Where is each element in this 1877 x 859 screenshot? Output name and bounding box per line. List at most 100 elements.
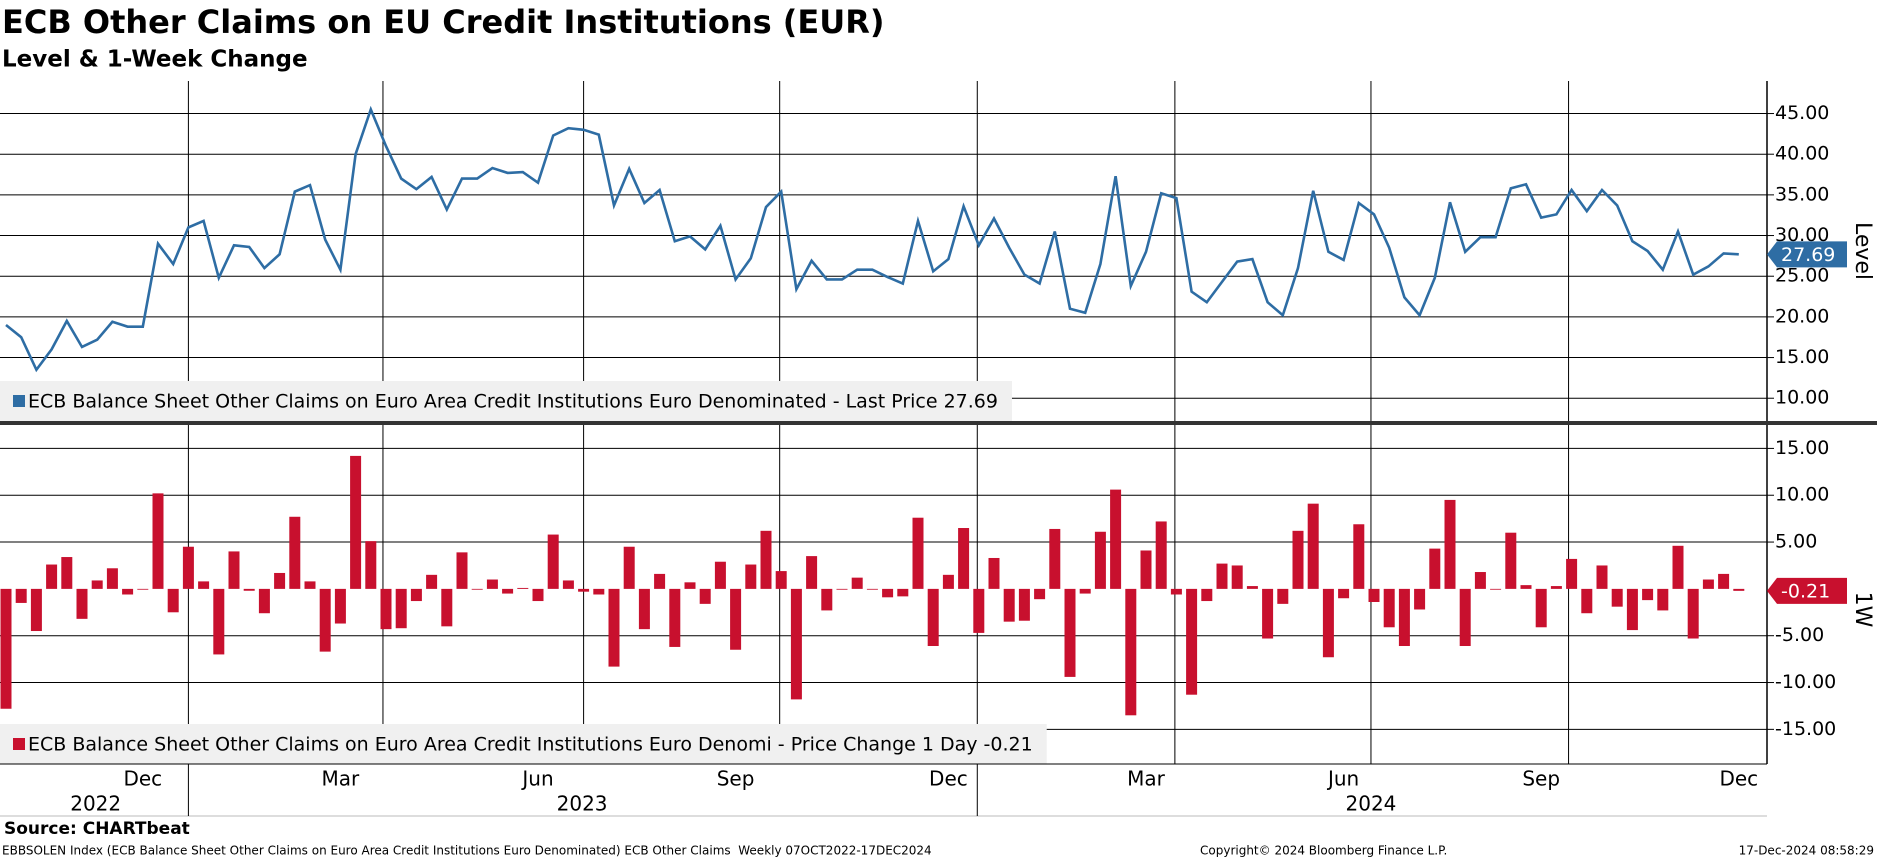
x-tick-label: Mar bbox=[322, 767, 361, 791]
legend-label: ECB Balance Sheet Other Claims on Euro A… bbox=[28, 734, 1033, 756]
bar bbox=[1611, 588, 1623, 607]
bar bbox=[532, 588, 544, 602]
bar bbox=[289, 516, 301, 589]
bar bbox=[988, 557, 1000, 589]
x-tick-label: Dec bbox=[929, 767, 968, 791]
bar bbox=[1155, 521, 1167, 589]
bar bbox=[1535, 588, 1547, 628]
bar bbox=[1566, 558, 1578, 589]
x-tick-label: Sep bbox=[717, 767, 755, 791]
y-tick-label: 15.00 bbox=[1775, 346, 1829, 368]
legend-swatch bbox=[13, 738, 25, 750]
bar bbox=[1034, 588, 1046, 600]
x-tick-label: Sep bbox=[1522, 767, 1560, 791]
bar bbox=[836, 588, 848, 590]
bar bbox=[1049, 528, 1061, 589]
bar bbox=[1414, 588, 1426, 610]
last-value-label: 27.69 bbox=[1781, 244, 1835, 266]
bar bbox=[30, 588, 42, 632]
bar bbox=[578, 588, 590, 592]
timestamp: 17-Dec-2024 08:58:29 bbox=[1739, 844, 1874, 858]
bar bbox=[258, 588, 270, 614]
y-tick-label: 20.00 bbox=[1775, 305, 1829, 327]
bar bbox=[167, 588, 179, 613]
bar bbox=[1733, 588, 1745, 591]
last-value-tag bbox=[1767, 577, 1847, 604]
bar bbox=[198, 581, 210, 589]
bar bbox=[228, 551, 240, 589]
y-tick-label: 30.00 bbox=[1775, 224, 1829, 246]
y-tick-label: -10.00 bbox=[1775, 671, 1836, 693]
bar bbox=[851, 577, 863, 589]
bar bbox=[1064, 588, 1076, 677]
bar bbox=[958, 528, 970, 589]
bar bbox=[1186, 588, 1198, 695]
bar bbox=[1490, 588, 1502, 590]
bar bbox=[410, 588, 422, 602]
legend-swatch bbox=[13, 395, 25, 407]
legend-box bbox=[0, 381, 1012, 421]
last-value-label: -0.21 bbox=[1781, 580, 1830, 602]
bar bbox=[319, 588, 331, 652]
bar bbox=[1429, 548, 1441, 589]
bar bbox=[61, 557, 73, 589]
bar bbox=[897, 588, 909, 597]
y-tick-label: 45.00 bbox=[1775, 102, 1829, 124]
bar bbox=[106, 568, 118, 589]
x-tick-label: Jun bbox=[520, 767, 553, 791]
bar bbox=[395, 588, 407, 629]
footer-left: EBBSOLEN Index (ECB Balance Sheet Other … bbox=[2, 844, 932, 858]
bar bbox=[1626, 588, 1638, 631]
bar bbox=[1018, 588, 1030, 621]
bar bbox=[1216, 563, 1228, 589]
bar bbox=[46, 564, 58, 589]
bar bbox=[912, 517, 924, 589]
bar bbox=[426, 574, 438, 589]
line bbox=[5, 105, 1739, 373]
bar bbox=[669, 588, 681, 647]
bar bbox=[1474, 572, 1486, 589]
bar bbox=[1003, 588, 1015, 622]
bar bbox=[213, 588, 225, 655]
bar bbox=[775, 571, 787, 589]
bar bbox=[1262, 588, 1274, 639]
bar bbox=[1702, 579, 1714, 589]
last-value-tag bbox=[1767, 241, 1847, 268]
bar bbox=[1277, 588, 1289, 604]
bar bbox=[15, 588, 27, 603]
x-tick-label: Mar bbox=[1127, 767, 1166, 791]
y-tick-label: 40.00 bbox=[1775, 143, 1829, 165]
bar bbox=[1338, 588, 1350, 599]
bar bbox=[1368, 588, 1380, 602]
bar bbox=[1550, 586, 1562, 589]
copyright: Copyright© 2024 Bloomberg Finance L.P. bbox=[1200, 844, 1447, 858]
bar bbox=[684, 582, 696, 589]
bar bbox=[1642, 588, 1654, 601]
legend-label: ECB Balance Sheet Other Claims on Euro A… bbox=[28, 391, 998, 413]
bar bbox=[1398, 588, 1410, 647]
bar bbox=[714, 561, 726, 589]
bar bbox=[1657, 588, 1669, 611]
bar bbox=[76, 588, 88, 619]
bar bbox=[790, 588, 802, 700]
legend-box bbox=[0, 724, 1047, 764]
bar bbox=[760, 530, 772, 589]
bar bbox=[1444, 499, 1456, 589]
bar bbox=[1383, 588, 1395, 628]
bar bbox=[1672, 545, 1684, 589]
bar bbox=[547, 534, 559, 589]
bar bbox=[380, 588, 392, 630]
bar bbox=[365, 541, 377, 589]
bar bbox=[441, 588, 453, 627]
bar bbox=[1459, 588, 1471, 647]
bar bbox=[973, 588, 985, 633]
bar bbox=[1596, 565, 1608, 589]
bar bbox=[1246, 586, 1258, 589]
bar bbox=[699, 588, 711, 604]
bar bbox=[1322, 588, 1334, 658]
y-tick-label: 25.00 bbox=[1775, 265, 1829, 287]
bar bbox=[730, 588, 742, 650]
year-label: 2024 bbox=[1346, 792, 1397, 816]
bar bbox=[1307, 503, 1319, 589]
